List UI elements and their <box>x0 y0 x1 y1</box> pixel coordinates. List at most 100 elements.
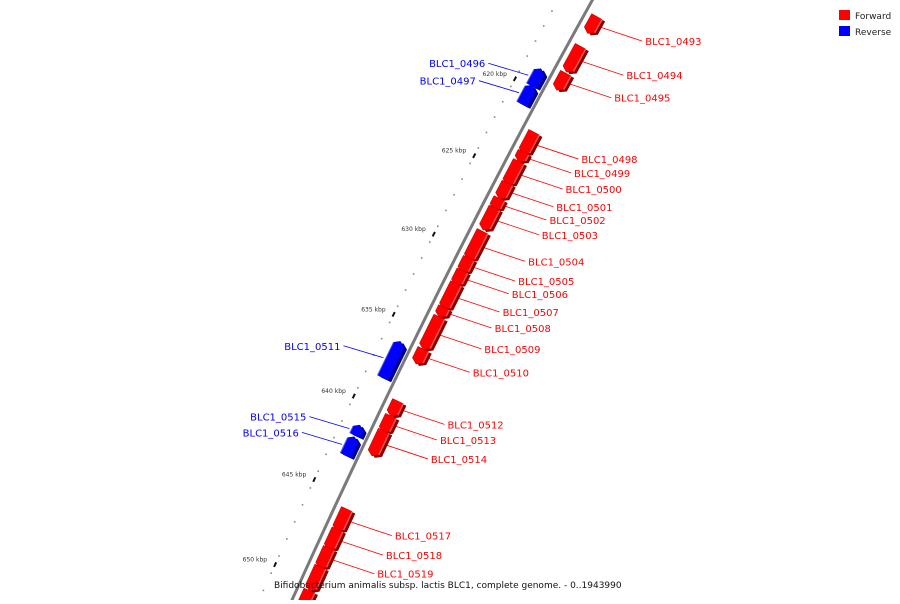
minor-tick <box>551 10 553 12</box>
label-leader <box>488 62 529 76</box>
gene-feature[interactable] <box>378 413 400 435</box>
legend-swatch-reverse <box>839 26 850 36</box>
gene-highlight <box>397 403 405 416</box>
gene-feature[interactable] <box>515 85 539 109</box>
major-ticks: 620 kbp 625 kbp 630 kbp 635 kbp 640 kbp 645 k… <box>243 71 518 568</box>
gene-highlight <box>348 425 354 434</box>
gene-body <box>305 563 327 592</box>
minor-tick <box>388 321 391 324</box>
gene-label[interactable]: BLC1_0519 <box>377 570 433 581</box>
gene-feature[interactable] <box>435 304 453 320</box>
label-leader <box>520 174 563 190</box>
gene-feature[interactable] <box>305 563 329 593</box>
gene-feature[interactable] <box>332 506 356 534</box>
gene-feature[interactable] <box>518 128 543 157</box>
tick-label: 640 kbp <box>321 388 346 395</box>
gene-highlight <box>445 309 451 317</box>
gene-label[interactable]: BLC1_0495 <box>614 94 670 105</box>
gene-feature[interactable] <box>514 148 532 164</box>
gene-label[interactable]: BLC1_0513 <box>440 436 496 447</box>
gene-highlight <box>378 433 390 456</box>
gene-feature[interactable] <box>348 424 367 440</box>
tick-label: 620 kbp <box>483 71 508 78</box>
minor-tick <box>420 257 423 259</box>
gene-label[interactable]: BLC1_0498 <box>581 155 637 166</box>
label-leader <box>349 521 392 537</box>
gene-highlight <box>512 163 525 185</box>
minor-tick <box>485 131 488 134</box>
gene-feature[interactable] <box>495 179 516 201</box>
gene-feature[interactable] <box>339 436 362 460</box>
major-tick <box>512 76 518 82</box>
gene-label[interactable]: BLC1_0500 <box>566 185 622 196</box>
legend-label-reverse: Reverse <box>855 28 892 38</box>
gene-label[interactable]: BLC1_0496 <box>429 59 485 70</box>
gene-feature[interactable] <box>479 204 503 233</box>
gene-feature[interactable] <box>376 341 408 383</box>
minor-tick <box>493 116 496 118</box>
gene-label[interactable]: BLC1_0497 <box>420 77 476 88</box>
gene-body <box>435 304 450 318</box>
label-leader <box>457 297 500 313</box>
gene-label[interactable]: BLC1_0507 <box>503 308 559 319</box>
tick-label: 650 kbp <box>243 557 268 564</box>
gene-label[interactable]: BLC1_0502 <box>549 216 605 227</box>
gene-feature[interactable] <box>386 398 407 419</box>
gene-highlight <box>325 550 336 568</box>
label-leader <box>581 60 624 76</box>
gene-feature[interactable] <box>489 195 508 212</box>
gene-label[interactable]: BLC1_0506 <box>512 290 568 301</box>
gene-feature[interactable] <box>552 69 575 93</box>
gene-feature[interactable] <box>562 42 589 75</box>
gene-feature[interactable] <box>439 280 465 312</box>
gene-highlight <box>474 233 489 260</box>
minor-tick <box>356 387 359 389</box>
minor-tick <box>428 241 431 243</box>
gene-label[interactable]: BLC1_0503 <box>542 231 598 242</box>
gene-highlight <box>389 418 397 433</box>
gene-label[interactable]: BLC1_0499 <box>574 169 630 180</box>
gene-highlight <box>499 200 506 210</box>
gene-label[interactable]: BLC1_0509 <box>484 345 540 356</box>
gene-label[interactable]: BLC1_0511 <box>284 342 340 353</box>
label-leader <box>309 416 350 429</box>
gene-feature[interactable] <box>502 158 528 187</box>
gene-label[interactable]: BLC1_0518 <box>386 551 442 562</box>
gene-feature[interactable] <box>315 545 338 571</box>
gene-feature[interactable] <box>323 526 346 552</box>
gene-label[interactable]: BLC1_0517 <box>395 532 451 543</box>
minor-tick <box>510 85 512 88</box>
gene-label[interactable]: BLC1_0515 <box>250 413 306 424</box>
minor-tick <box>518 70 520 73</box>
gene-label[interactable]: BLC1_0516 <box>243 428 299 439</box>
gene-highlight <box>429 319 446 349</box>
major-tick <box>351 393 356 399</box>
gene-body <box>562 42 587 73</box>
gene-label[interactable]: BLC1_0505 <box>518 277 574 288</box>
gene-feature[interactable] <box>463 228 491 262</box>
minor-tick <box>542 25 545 27</box>
gene-label[interactable]: BLC1_0508 <box>495 324 551 335</box>
gene-label[interactable]: BLC1_0494 <box>626 71 682 82</box>
minor-tick <box>526 55 529 57</box>
label-leader <box>569 83 612 99</box>
gene-highlight <box>422 351 430 364</box>
gene-label[interactable]: BLC1_0514 <box>431 455 487 466</box>
gene-label[interactable]: BLC1_0501 <box>556 203 612 214</box>
gene-feature[interactable] <box>451 267 471 288</box>
label-leader <box>528 158 572 174</box>
gene-body <box>412 346 430 365</box>
gene-feature[interactable] <box>419 313 448 352</box>
gene-body <box>552 69 572 91</box>
gene-feature[interactable] <box>412 346 432 366</box>
tick-label: 630 kbp <box>401 226 426 233</box>
minor-tick <box>309 487 312 489</box>
gene-label[interactable]: BLC1_0512 <box>447 420 503 431</box>
minor-tick <box>380 337 383 340</box>
label-leader <box>332 559 375 575</box>
gene-feature[interactable] <box>583 13 606 36</box>
gene-label[interactable]: BLC1_0493 <box>645 37 701 48</box>
gene-label[interactable]: BLC1_0510 <box>473 368 529 379</box>
gene-feature[interactable] <box>367 427 393 458</box>
gene-label[interactable]: BLC1_0504 <box>528 257 584 268</box>
